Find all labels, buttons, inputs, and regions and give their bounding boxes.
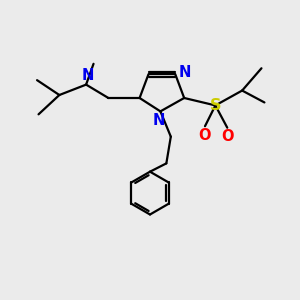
Text: O: O bbox=[221, 129, 233, 144]
Text: N: N bbox=[81, 68, 94, 83]
Text: N: N bbox=[153, 113, 165, 128]
Text: O: O bbox=[199, 128, 211, 143]
Text: N: N bbox=[179, 65, 191, 80]
Text: S: S bbox=[210, 98, 221, 113]
